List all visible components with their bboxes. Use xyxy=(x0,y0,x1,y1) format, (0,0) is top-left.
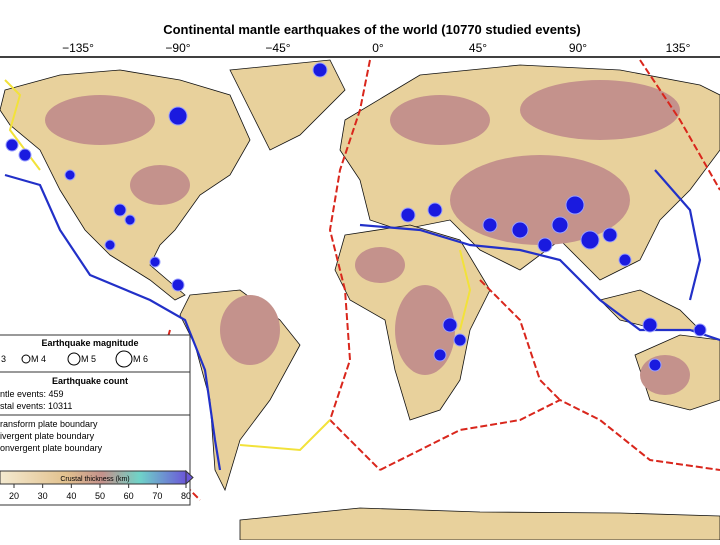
legend-boundary: onvergent plate boundary xyxy=(0,443,103,453)
trench xyxy=(4,173,222,471)
colorbar-tick-label: 50 xyxy=(95,491,105,501)
thick-crust xyxy=(220,295,280,365)
colorbar-tick-label: 60 xyxy=(124,491,134,501)
earthquake xyxy=(693,323,707,337)
thick-crust xyxy=(640,355,690,395)
thick-crust xyxy=(450,155,630,245)
trench xyxy=(654,169,702,301)
colorbar-tick-label: 20 xyxy=(9,491,19,501)
transform xyxy=(239,419,331,452)
magnitude-label: 3 xyxy=(1,354,6,364)
map-title: Continental mantle earthquakes of the wo… xyxy=(163,22,581,37)
ridge xyxy=(328,59,381,471)
thick-crust xyxy=(355,247,405,283)
earthquake xyxy=(580,230,600,250)
thick-crust xyxy=(130,165,190,205)
colorbar-ticks: 20 30 40 50 60 70 80 xyxy=(9,484,191,501)
legend-boundary: ransform plate boundary xyxy=(0,419,98,429)
earthquake xyxy=(5,138,19,152)
thick-crust xyxy=(390,95,490,145)
earthquake xyxy=(453,333,467,347)
legend-title: Earthquake magnitude xyxy=(41,338,138,348)
legend: Earthquake magnitude 3 M 4 M 5 M 6 Earthqua… xyxy=(0,334,194,506)
magnitude-symbol xyxy=(67,352,81,366)
colorbar-tick-label: 30 xyxy=(38,491,48,501)
thick-crust xyxy=(520,80,680,140)
earthquake xyxy=(113,203,127,217)
longitude-label: 45° xyxy=(469,41,487,55)
magnitude-symbol xyxy=(115,350,133,368)
earthquake xyxy=(618,253,632,267)
earthquakes xyxy=(5,62,707,372)
colorbar-label: Crustal thickness (km) xyxy=(60,476,129,483)
earthquake xyxy=(64,169,76,181)
ridge xyxy=(639,59,720,191)
earthquake xyxy=(427,202,443,218)
earthquake xyxy=(433,348,447,362)
colorbar-tick-label: 40 xyxy=(66,491,76,501)
magnitude-label: M 6 xyxy=(133,354,148,364)
ridge xyxy=(379,398,720,471)
earthquake xyxy=(648,358,662,372)
earthquake xyxy=(124,214,136,226)
earthquake xyxy=(171,278,185,292)
earthquake xyxy=(442,317,458,333)
colorbar-tick-label: 70 xyxy=(152,491,162,501)
antarctica xyxy=(239,507,720,541)
earthquake xyxy=(400,207,416,223)
continents xyxy=(0,59,720,541)
thick-crust xyxy=(45,95,155,145)
earthquake xyxy=(551,216,569,234)
magnitude-label: M 4 xyxy=(31,354,46,364)
longitude-label: −135° xyxy=(62,41,94,55)
legend-count: ntle events: 459 xyxy=(0,389,64,399)
transform xyxy=(459,249,472,331)
colorbar-arrow xyxy=(185,469,194,486)
earthquake xyxy=(312,62,328,78)
earthquake xyxy=(104,239,116,251)
longitude-label: 0° xyxy=(372,41,384,55)
longitude-label: 135° xyxy=(666,41,691,55)
legend-count: stal events: 10311 xyxy=(0,401,72,411)
greenland xyxy=(229,59,346,151)
earthquake xyxy=(537,237,553,253)
trench xyxy=(359,223,720,342)
legend-boundary: ivergent plate boundary xyxy=(0,431,95,441)
earthquake xyxy=(168,106,188,126)
earthquake xyxy=(482,217,498,233)
magnitude-symbol xyxy=(21,354,31,364)
earthquake xyxy=(642,317,658,333)
magnitude-items: 3 M 4 M 5 M 6 xyxy=(1,350,148,368)
longitude-label: −90° xyxy=(165,41,190,55)
longitude-label: −45° xyxy=(265,41,290,55)
earthquake xyxy=(149,256,161,268)
earthquake xyxy=(565,195,585,215)
earthquake xyxy=(18,148,32,162)
legend-title: Earthquake count xyxy=(52,376,128,386)
longitude-labels: −135° −90° −45° 0° 45° 90° 135° xyxy=(62,41,691,55)
earthquake xyxy=(511,221,529,239)
earthquake xyxy=(602,227,618,243)
ridge xyxy=(479,279,561,401)
colorbar-tick-label: 80 xyxy=(181,491,191,501)
magnitude-label: M 5 xyxy=(81,354,96,364)
longitude-label: 90° xyxy=(569,41,587,55)
